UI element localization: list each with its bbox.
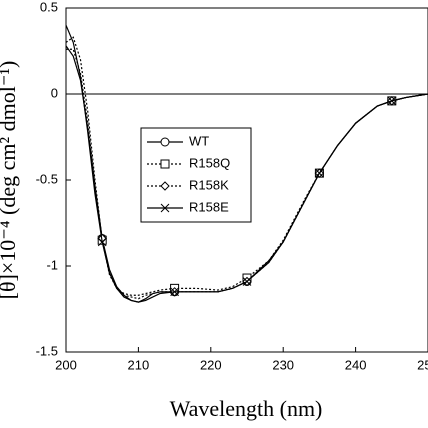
x-tick-label: 210 bbox=[128, 357, 150, 372]
x-tick-label: 250 bbox=[417, 357, 428, 372]
y-tick-label: 0.5 bbox=[40, 0, 58, 14]
legend-marker bbox=[160, 137, 170, 147]
y-tick-label: -1 bbox=[46, 257, 58, 272]
y-tick-label: -1.5 bbox=[36, 343, 58, 358]
marker bbox=[315, 168, 324, 178]
x-tick-label: 240 bbox=[345, 357, 367, 372]
legend-label: R158E bbox=[189, 199, 229, 214]
x-tick-label: 200 bbox=[55, 357, 77, 372]
legend-label: R158Q bbox=[189, 155, 230, 170]
y-tick-label: -0.5 bbox=[36, 171, 58, 186]
legend-label: WT bbox=[189, 133, 209, 148]
y-tick-label: 0 bbox=[51, 85, 58, 100]
marker bbox=[242, 277, 252, 286]
y-axis-title: [θ]×10⁻⁴ (deg cm² dmol⁻¹) bbox=[0, 61, 20, 300]
legend-marker bbox=[160, 181, 170, 191]
legend-label: R158K bbox=[189, 177, 229, 192]
legend-marker bbox=[160, 159, 170, 169]
legend-marker bbox=[160, 203, 170, 213]
marker bbox=[170, 287, 179, 297]
marker bbox=[387, 96, 397, 106]
x-axis-title: Wavelength (nm) bbox=[170, 396, 323, 421]
x-tick-label: 220 bbox=[200, 357, 222, 372]
x-tick-label: 230 bbox=[272, 357, 294, 372]
marker bbox=[97, 237, 107, 247]
legend-box bbox=[140, 127, 252, 223]
